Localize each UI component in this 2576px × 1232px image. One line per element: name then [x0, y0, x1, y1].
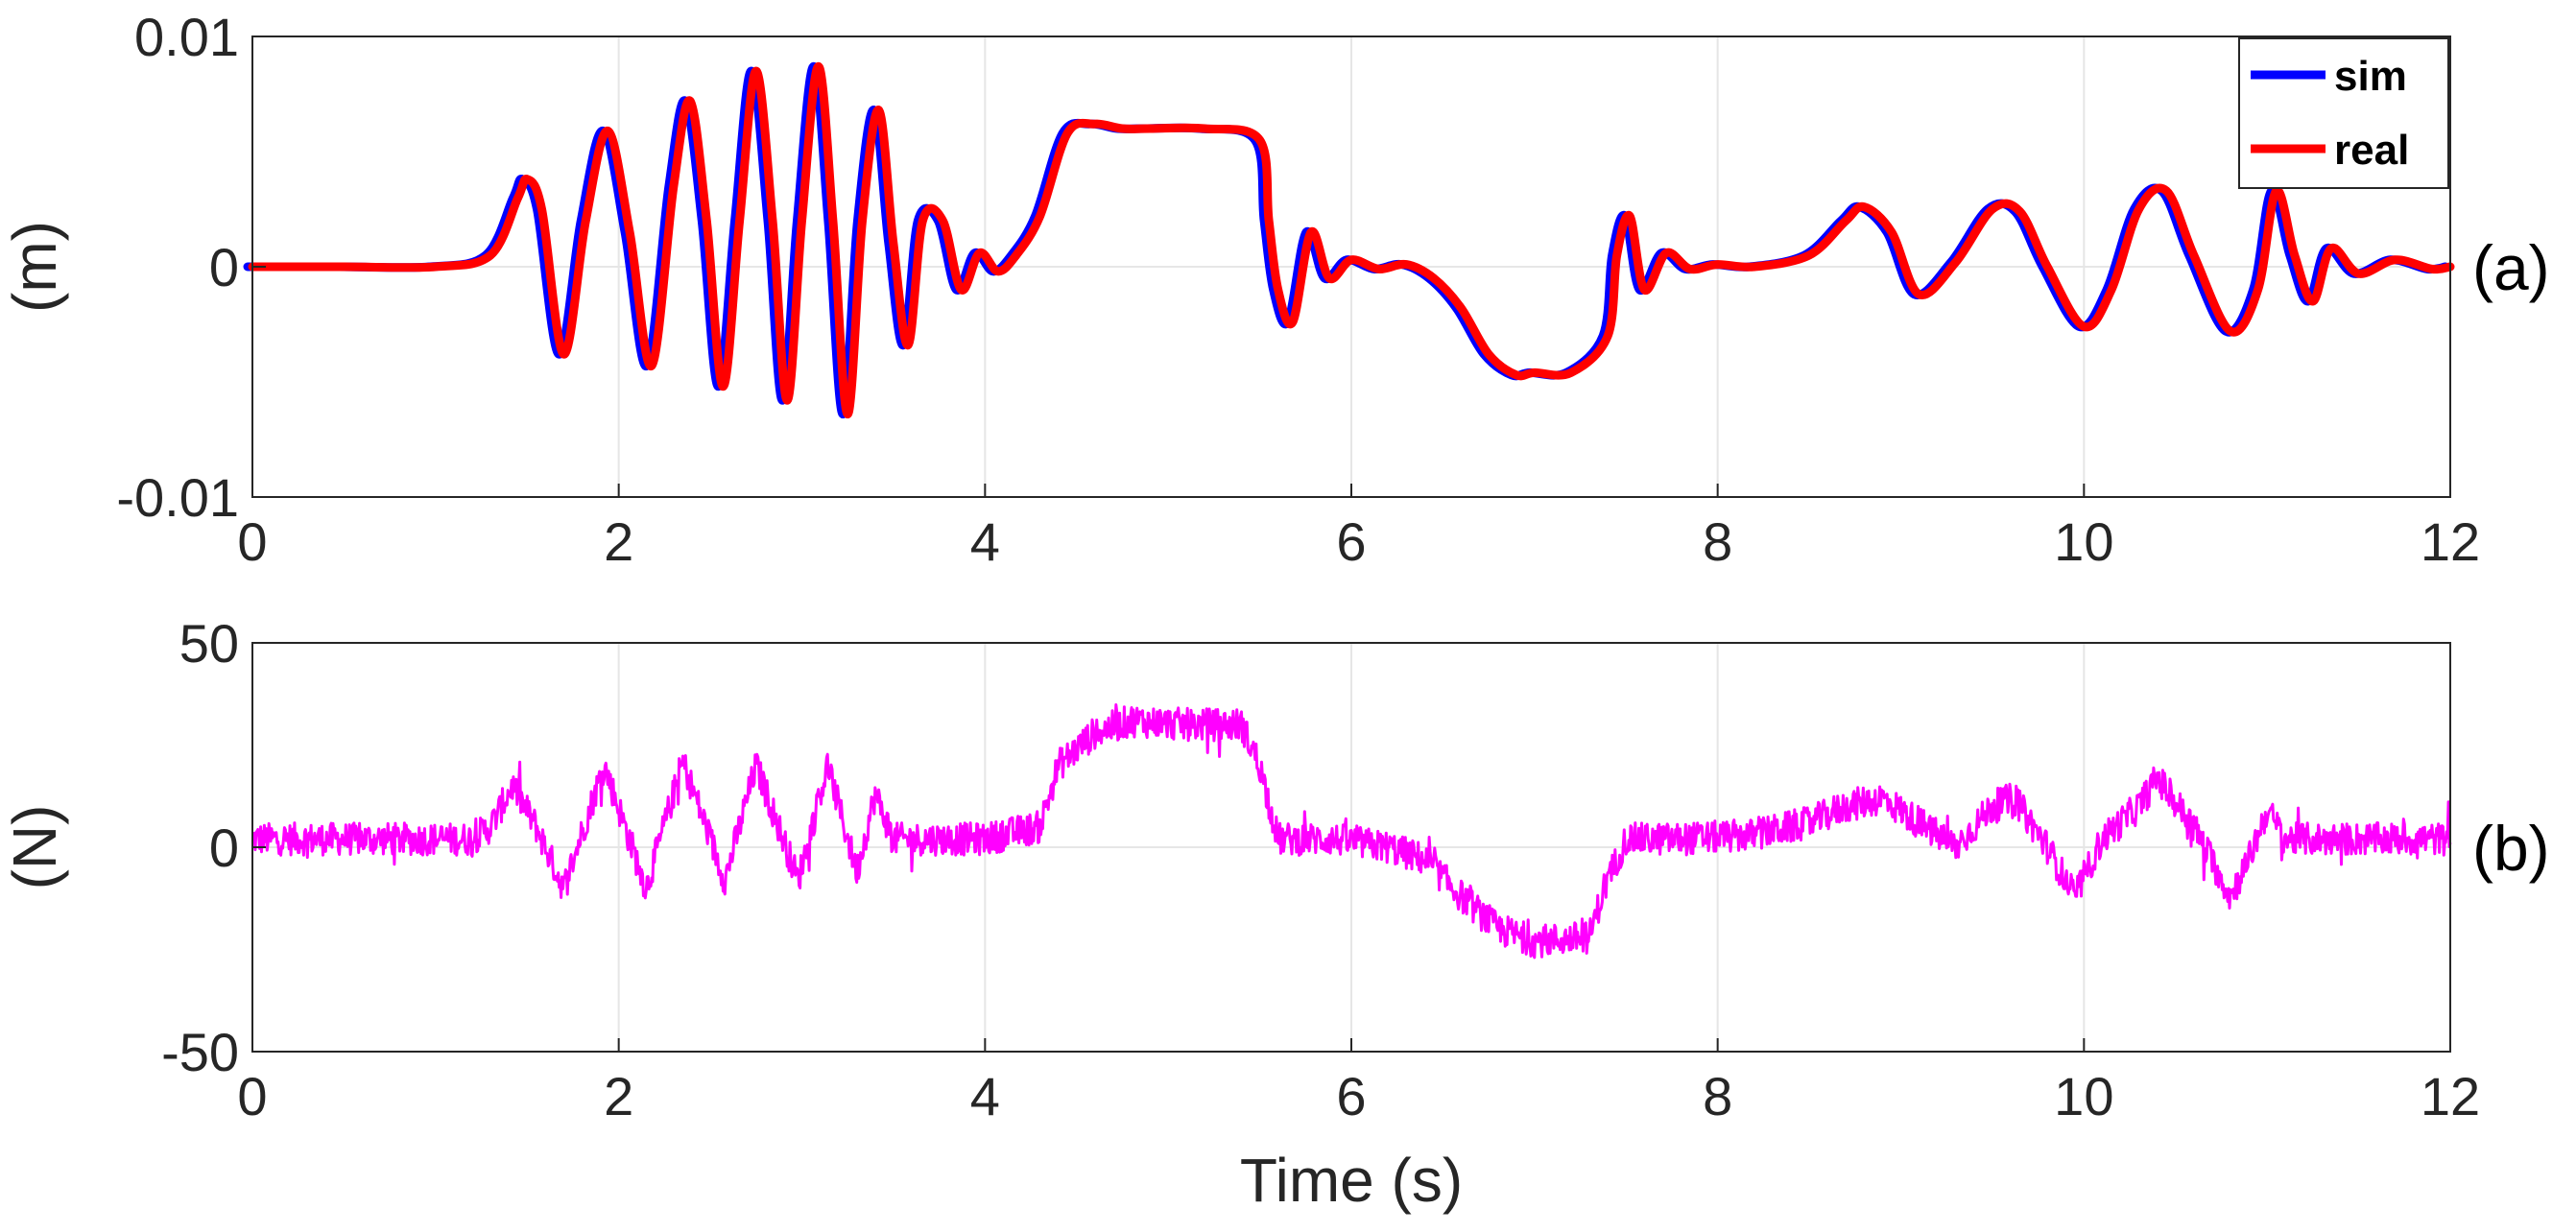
legend-label-sim: sim — [2334, 53, 2407, 100]
x-tick-label: 12 — [2421, 1066, 2480, 1126]
panel-a-yticks: -0.01 0 0.01 — [116, 7, 266, 528]
panel-b-label: (b) — [2472, 813, 2550, 884]
series-line-real — [248, 61, 2455, 419]
panel-a-series — [243, 61, 2455, 419]
y-tick-label: -0.01 — [116, 467, 239, 528]
x-tick-label: 4 — [970, 1066, 1000, 1126]
x-axis-label: Time (s) — [1240, 1146, 1463, 1215]
panel-b-xticks: 0 2 4 6 8 10 12 — [237, 1038, 2480, 1126]
series-line-force — [251, 703, 2452, 960]
legend-box — [2238, 37, 2449, 189]
x-tick-label: 2 — [604, 511, 633, 572]
x-tick-label: 8 — [1703, 1066, 1732, 1126]
x-tick-label: 4 — [970, 511, 1000, 572]
panel-a-label: (a) — [2472, 232, 2550, 303]
panel-b-series — [251, 703, 2452, 960]
x-tick-label: 10 — [2054, 1066, 2113, 1126]
panel-a-xticks: 0 2 4 6 8 10 12 — [237, 484, 2480, 572]
panel-b-yticks: -50 0 50 — [161, 613, 266, 1082]
legend: sim real — [2238, 37, 2449, 189]
y-tick-label: -50 — [161, 1022, 239, 1082]
x-tick-label: 0 — [237, 1066, 267, 1126]
panel-a-ylabel: (m) — [0, 221, 69, 313]
y-tick-label: 0.01 — [134, 7, 239, 67]
x-tick-label: 0 — [237, 511, 267, 572]
panel-b-ylabel: (N) — [0, 805, 69, 890]
x-tick-label: 6 — [1336, 511, 1366, 572]
x-tick-label: 10 — [2054, 511, 2113, 572]
x-tick-label: 2 — [604, 1066, 633, 1126]
legend-label-real: real — [2334, 127, 2409, 174]
x-tick-label: 12 — [2421, 511, 2480, 572]
x-tick-label: 8 — [1703, 511, 1732, 572]
x-tick-label: 6 — [1336, 1066, 1366, 1126]
y-tick-label: 0 — [209, 237, 239, 297]
y-tick-label: 0 — [209, 817, 239, 878]
y-tick-label: 50 — [179, 613, 239, 674]
